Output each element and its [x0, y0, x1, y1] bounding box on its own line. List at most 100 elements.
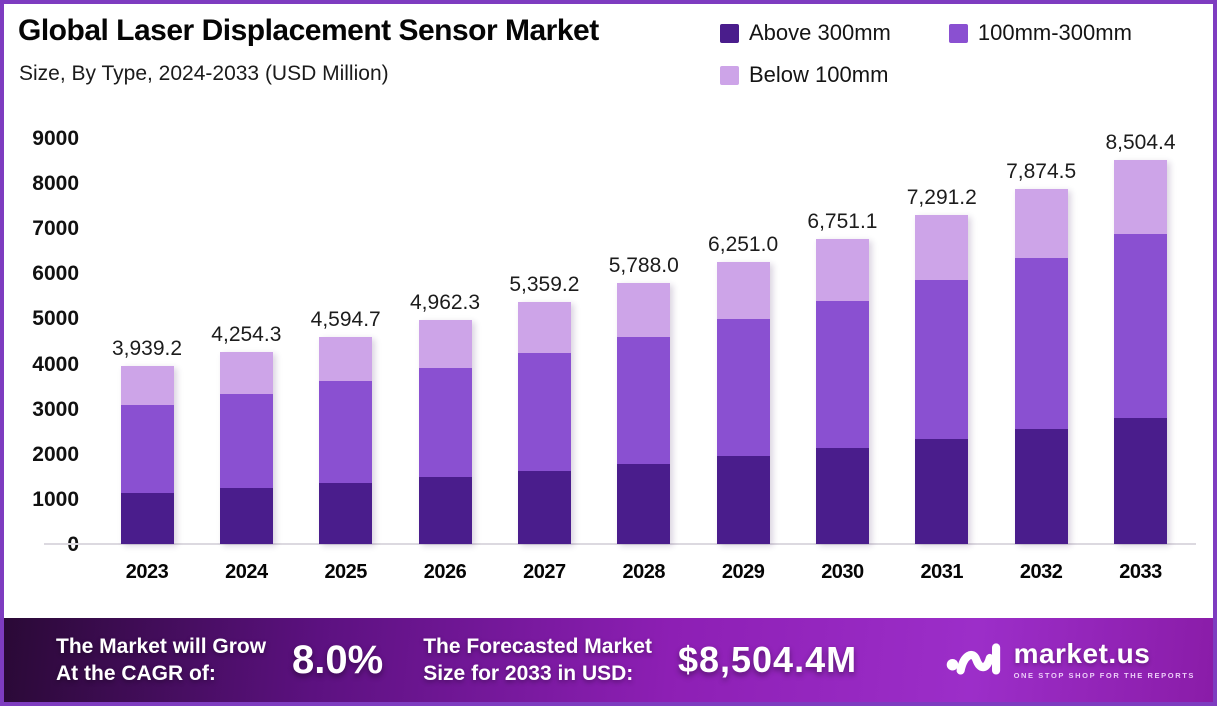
bar-segment-below-100mm [915, 215, 969, 281]
bar-total-label: 8,504.4 [1105, 131, 1176, 155]
marketus-tagline: ONE STOP SHOP FOR THE REPORTS [1013, 671, 1195, 681]
bar-total-label: 4,254.3 [211, 323, 282, 347]
y-axis: 0100020003000400050006000700080009000 [14, 128, 79, 555]
bar-2026: 4,962.3 2026 [410, 291, 480, 583]
bar-total-label: 4,962.3 [410, 291, 481, 315]
bar-total-label: 5,359.2 [509, 273, 580, 297]
legend-label: 100mm-300mm [977, 20, 1132, 45]
bar-segment-below-100mm [219, 352, 273, 394]
bar-2025: 4,594.7 2025 [311, 308, 381, 583]
bar-segment-above-300mm [815, 448, 869, 544]
forecast-value: $8,504.4M [677, 639, 858, 680]
bar-2031: 7,291.2 2031 [907, 186, 977, 583]
bar-segment-below-100mm [815, 239, 869, 301]
bar-total-label: 7,291.2 [906, 186, 977, 210]
bar-total-label: 6,751.1 [807, 210, 878, 234]
bar-segment-above-300mm [219, 488, 273, 544]
bar-segment-100mm-300mm [1114, 234, 1167, 419]
marketus-wordmark: market.us [1013, 638, 1151, 670]
y-axis-tick-label: 5000 [32, 307, 79, 331]
x-axis-label-2023: 2023 [125, 561, 169, 583]
cagr-label-line2: At the CAGR of: [56, 662, 216, 685]
forecast-label-line1: The Forecasted Market [423, 634, 652, 658]
bar-2028: 5,788.0 2028 [609, 254, 679, 583]
x-axis-label-2027: 2027 [523, 561, 566, 583]
y-axis-tick-label: 9000 [32, 127, 79, 150]
legend-swatch-icon [720, 23, 739, 43]
cagr-banner: The Market will Grow At the CAGR of: 8.0… [4, 618, 1213, 702]
x-axis-label-2029: 2029 [721, 561, 765, 583]
bar-segment-100mm-300mm [617, 336, 671, 464]
bar-segment-below-100mm [120, 366, 174, 406]
bar-segment-100mm-300mm [120, 405, 174, 494]
y-axis-tick-label: 4000 [32, 352, 79, 376]
y-axis-tick-label: 1000 [32, 487, 79, 511]
bar-segment-above-300mm [418, 477, 472, 544]
bar-2027: 5,359.2 2027 [509, 273, 579, 583]
marketus-logo: market.us ONE STOP SHOP FOR THE REPORTS [944, 635, 1195, 686]
bar-segment-100mm-300mm [319, 381, 373, 484]
bar-total-label: 4,594.7 [310, 307, 381, 331]
x-axis-label-2032: 2032 [1019, 561, 1063, 583]
bar-total-label: 3,939.2 [111, 337, 183, 361]
bar-segment-above-300mm [517, 470, 571, 544]
y-axis-tick-label: 2000 [32, 442, 79, 466]
bar-segment-100mm-300mm [219, 393, 273, 489]
bar-2033: 8,504.4 2033 [1105, 131, 1175, 583]
bar-segment-below-100mm [1114, 160, 1167, 235]
bar-segment-below-100mm [1014, 188, 1068, 259]
bar-segment-below-100mm [418, 320, 472, 368]
x-axis-label-2031: 2031 [920, 561, 964, 583]
bar-2032: 7,874.5 2032 [1006, 160, 1076, 583]
bar-segment-100mm-300mm [1014, 258, 1068, 430]
cagr-value: 8.0% [292, 637, 384, 682]
y-axis-tick-label: 7000 [32, 217, 79, 241]
chart-subtitle: Size, By Type, 2024-2033 (USD Million) [19, 62, 389, 85]
legend-item-below-100mm: Below 100mm [720, 62, 888, 88]
bar-segment-above-300mm [716, 456, 770, 544]
y-axis-tick-label: 8000 [32, 172, 79, 196]
y-axis-tick-label: 3000 [32, 397, 79, 421]
x-axis-label-2030: 2030 [821, 561, 864, 583]
bar-segment-100mm-300mm [517, 352, 571, 471]
bar-segment-above-300mm [319, 483, 373, 544]
x-axis-label-2026: 2026 [423, 561, 467, 583]
legend: Above 300mm 100mm-300mm Below 100mm [720, 20, 1206, 88]
bar-segment-below-100mm [716, 262, 770, 320]
bar-2030: 6,751.1 2030 [807, 210, 877, 583]
legend-label: Below 100mm [749, 62, 889, 87]
bar-segment-100mm-300mm [915, 280, 969, 439]
legend-item-above-300mm: Above 300mm [720, 20, 891, 46]
bar-total-label: 5,788.0 [608, 253, 679, 277]
y-axis-tick-label: 6000 [32, 262, 79, 286]
x-axis-label-2028: 2028 [622, 561, 666, 583]
marketus-wordmark-block: market.us ONE STOP SHOP FOR THE REPORTS [1014, 640, 1195, 680]
bar-segment-above-300mm [120, 493, 174, 544]
bar-2023: 3,939.2 2023 [112, 337, 182, 583]
legend-swatch-icon [720, 65, 739, 85]
plot-area: 3,939.2 2023 4,254.3 2024 4,594.7 2025 4,962.3… [99, 131, 1189, 583]
legend-item-100mm-300mm: 100mm-300mm [948, 20, 1132, 46]
x-axis-label-2024: 2024 [225, 561, 268, 583]
bar-segment-above-300mm [1114, 418, 1167, 544]
legend-label: Above 300mm [749, 20, 891, 45]
marketus-logo-icon [944, 635, 1006, 686]
cagr-label-line1: The Market will Grow [56, 634, 267, 658]
bar-segment-above-300mm [1014, 429, 1068, 544]
bar-segment-below-100mm [319, 336, 373, 382]
bar-segment-below-100mm [517, 302, 571, 353]
bar-2024: 4,254.3 2024 [211, 323, 281, 583]
bar-segment-100mm-300mm [815, 300, 869, 449]
bar-segment-above-300mm [915, 438, 969, 544]
bar-2029: 6,251.0 2029 [708, 233, 778, 583]
x-axis-label-2025: 2025 [324, 561, 367, 583]
legend-swatch-icon [948, 23, 968, 43]
bar-segment-below-100mm [617, 282, 671, 337]
chart-title: Global Laser Displacement Sensor Market [18, 14, 599, 47]
x-axis-label-2033: 2033 [1119, 561, 1162, 583]
bar-segment-100mm-300mm [716, 319, 770, 457]
x-axis-line [44, 543, 1196, 545]
bar-segment-above-300mm [617, 463, 671, 544]
bar-total-label: 7,874.5 [1006, 159, 1077, 183]
